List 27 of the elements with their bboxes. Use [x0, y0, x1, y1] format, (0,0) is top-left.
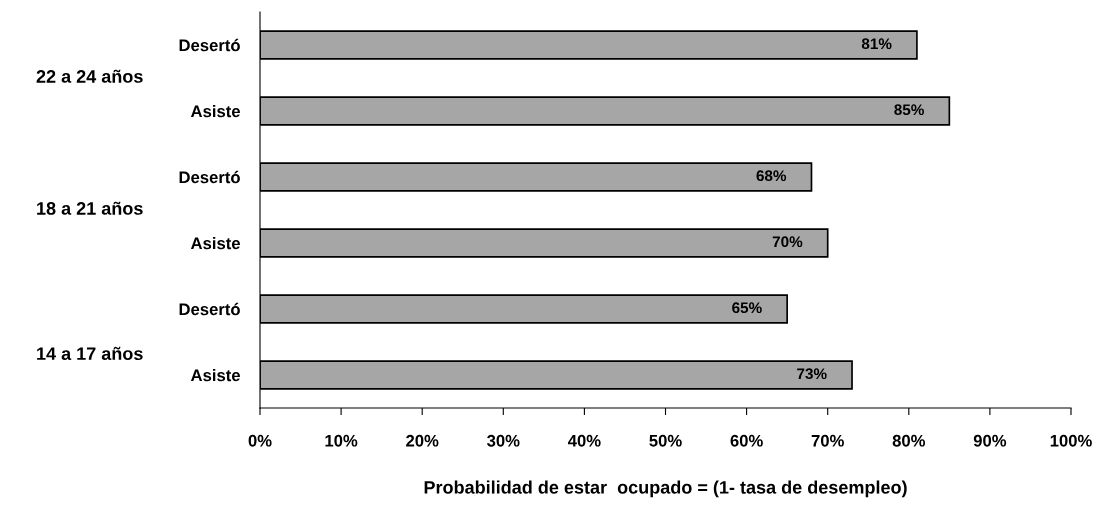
data-label: 73%: [797, 368, 827, 380]
x-axis-title: Probabilidad de estar ocupado = (1- tasa de desempleo): [424, 480, 907, 498]
text: 14 a 17 años: [37, 346, 143, 361]
data-label: 68%: [756, 170, 787, 182]
y-tick-label: Desertó: [179, 170, 240, 184]
y-tick-label: Desertó: [179, 38, 240, 52]
x-tick-label: 90%: [973, 434, 1007, 447]
x-tick-label: 30%: [487, 434, 520, 447]
x-tick-label: 0%: [248, 434, 272, 447]
text: 18 a 21 años: [37, 201, 143, 215]
x-tick-label: 70%: [811, 434, 844, 447]
x-tick-label: 60%: [730, 434, 763, 447]
y-tick-label: Asiste: [190, 104, 240, 118]
x-tick-label: 50%: [649, 434, 682, 447]
x-tick-label: 80%: [892, 434, 926, 447]
y-tick-label: Asiste: [190, 368, 240, 382]
y-tick-label: Desertó: [179, 302, 240, 316]
text: 22 a 24 años: [36, 69, 143, 83]
data-label: 81%: [861, 38, 892, 50]
x-tick-label: 20%: [406, 434, 439, 447]
x-tick-label: 100%: [1050, 434, 1092, 447]
data-label: 65%: [732, 302, 762, 314]
y-tick-label: Asiste: [190, 236, 240, 250]
data-label: 70%: [772, 236, 803, 248]
x-tick-label: 40%: [567, 434, 601, 447]
data-label: 85%: [894, 104, 924, 116]
x-tick-label: 10%: [325, 434, 358, 447]
